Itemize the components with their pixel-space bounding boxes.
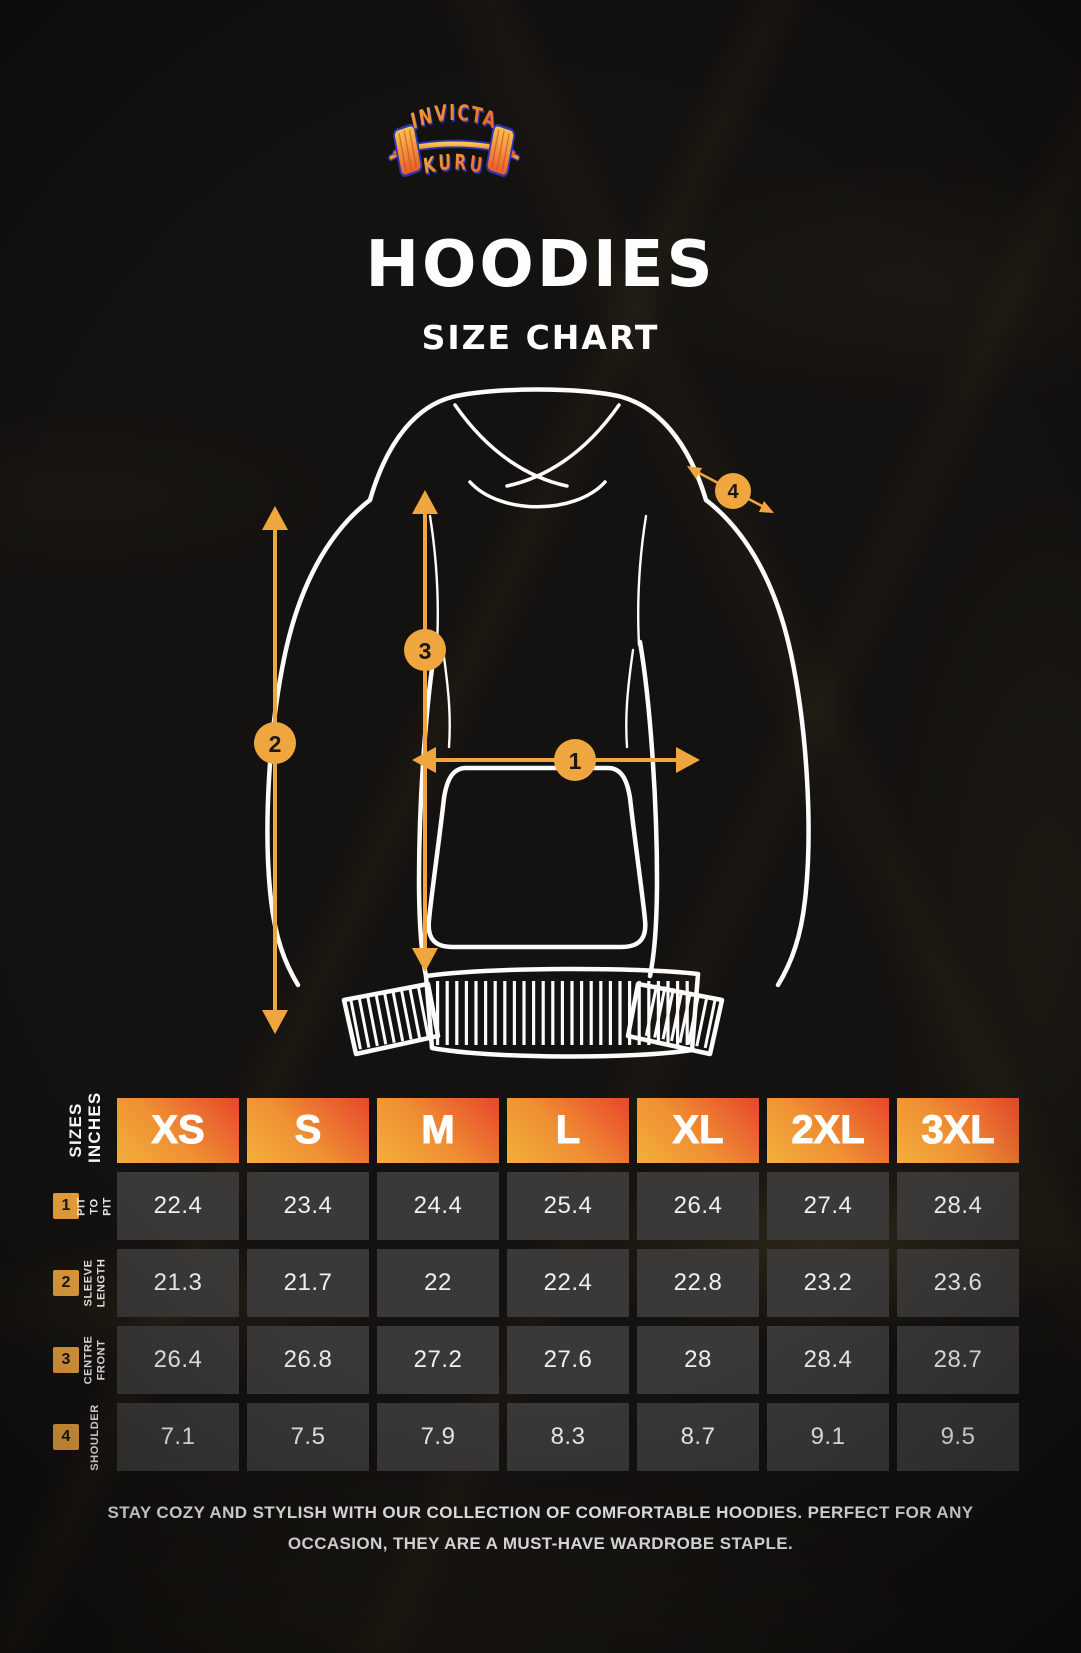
measurement-cell: 7.5	[247, 1403, 369, 1471]
barbell-icon	[388, 123, 520, 177]
marker-4-number: 4	[727, 481, 739, 503]
measurement-cell: 7.1	[117, 1403, 239, 1471]
size-column-header-s: S	[247, 1098, 369, 1163]
row-number-badge-4: 4	[53, 1424, 79, 1450]
measurement-cell: 8.3	[507, 1403, 629, 1471]
row-label-sleeve-length: SLEEVE LENGTH	[82, 1258, 107, 1308]
size-column-header-2xl: 2XL	[767, 1098, 889, 1163]
footer-text: STAY COZY AND STYLISH WITH OUR COLLECTIO…	[107, 1503, 974, 1553]
measurement-cell: 23.6	[897, 1249, 1019, 1317]
measurement-cell: 22.4	[507, 1249, 629, 1317]
size-column-header-m: M	[377, 1098, 499, 1163]
brand-name-shadow2: KURU	[423, 153, 484, 182]
marker-2-number: 2	[269, 731, 282, 757]
measurement-cell: 26.4	[117, 1326, 239, 1394]
measurement-cell: 27.4	[767, 1172, 889, 1240]
svg-text:INVICTA: INVICTA	[408, 99, 499, 134]
measurement-cell: 26.4	[637, 1172, 759, 1240]
row-label-box: SLEEVE LENGTH	[82, 1249, 107, 1317]
brand-name-line2: KURU	[422, 151, 483, 180]
measurement-cell: 7.9	[377, 1403, 499, 1471]
measurement-cell: 26.8	[247, 1326, 369, 1394]
measurement-cell: 28.4	[767, 1326, 889, 1394]
row-header-sleeve-length: 2 SLEEVE LENGTH	[45, 1249, 109, 1317]
measurement-marker-3	[404, 629, 446, 671]
row-label-pit-to-pit: PIT TO PIT	[75, 1196, 114, 1216]
measurement-cell: 8.7	[637, 1403, 759, 1471]
row-label-centre-front: CENTRE FRONT	[82, 1335, 108, 1385]
row-label-shoulder: SHOULDER	[88, 1403, 101, 1471]
measurement-arrows: 1 2 3 4	[254, 466, 774, 1034]
measurement-cell: 22	[377, 1249, 499, 1317]
page-title: HOODIES	[365, 228, 716, 302]
brand-name-line1: INVICTA	[408, 99, 497, 134]
measurement-arrow-3	[412, 490, 438, 972]
row-label-box: SHOULDER	[85, 1403, 105, 1471]
measurement-marker-4	[715, 473, 751, 509]
measurement-cell: 22.4	[117, 1172, 239, 1240]
row-label-box: CENTRE FRONT	[82, 1326, 108, 1394]
row-header-centre-front: 3 CENTRE FRONT	[45, 1326, 109, 1394]
size-column-header-l: L	[507, 1098, 629, 1163]
size-column-header-3xl: 3XL	[897, 1098, 1019, 1163]
corner-box: SIZES INCHES	[63, 1092, 107, 1164]
row-label-box: PIT TO PIT	[76, 1172, 114, 1240]
measurement-marker-1	[554, 739, 596, 781]
corner-sizes-text: SIZES	[65, 1102, 85, 1159]
measurement-cell: 28.7	[897, 1326, 1019, 1394]
row-header-pit-to-pit: 1 PIT TO PIT	[45, 1172, 114, 1240]
hoodie-outline	[265, 387, 811, 1059]
brand-logo: INVICTA INVICTA KURU KURU	[388, 99, 520, 182]
sizes-inches-label: SIZES INCHES	[65, 1092, 104, 1164]
measurement-cell: 23.2	[767, 1249, 889, 1317]
hoodie-ribbing	[349, 981, 724, 1050]
measurement-cell: 27.6	[507, 1326, 629, 1394]
page-subtitle: SIZE CHART	[421, 318, 660, 357]
marker-3-number: 3	[419, 638, 432, 664]
row-number-badge-3: 3	[53, 1347, 79, 1373]
measurement-cell: 24.4	[377, 1172, 499, 1240]
measurement-cell: 28.4	[897, 1172, 1019, 1240]
measurement-arrow-2	[262, 506, 288, 1034]
size-column-header-xs: XS	[117, 1098, 239, 1163]
size-column-header-xl: XL	[637, 1098, 759, 1163]
table-corner: SIZES INCHES	[45, 1092, 109, 1164]
measurement-marker-2	[254, 722, 296, 764]
measurement-cell: 22.8	[637, 1249, 759, 1317]
measurement-cell: 23.4	[247, 1172, 369, 1240]
measurement-cell: 25.4	[507, 1172, 629, 1240]
measurement-cell: 21.3	[117, 1249, 239, 1317]
right-plate-icon	[485, 123, 516, 177]
marker-1-number: 1	[569, 748, 582, 774]
row-number-badge-2: 2	[53, 1270, 79, 1296]
measurement-cell: 27.2	[377, 1326, 499, 1394]
row-number-badge-1: 1	[53, 1193, 79, 1219]
left-plate-icon	[393, 123, 423, 177]
svg-text:KURU: KURU	[423, 153, 487, 182]
corner-inches-text: INCHES	[85, 1092, 104, 1164]
hoodie-diagram: 1 2 3 4	[254, 387, 811, 1059]
svg-text:KURU: KURU	[422, 151, 486, 180]
measurement-cell: 9.5	[897, 1403, 1019, 1471]
measurement-cell: 21.7	[247, 1249, 369, 1317]
measurement-cell: 28	[637, 1326, 759, 1394]
row-header-shoulder: 4 SHOULDER	[45, 1403, 109, 1471]
size-table: SIZES INCHES XS S M L XL 2XL 3XL 1 PIT T…	[45, 1092, 1019, 1471]
measurement-cell: 9.1	[767, 1403, 889, 1471]
